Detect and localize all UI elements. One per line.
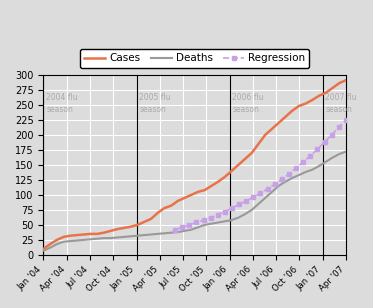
Text: 2006 flu
season: 2006 flu season <box>232 93 264 114</box>
Legend: Cases, Deaths, Regression: Cases, Deaths, Regression <box>80 49 310 68</box>
Text: 2005 flu
season: 2005 flu season <box>140 93 171 114</box>
Text: 2004 flu
season: 2004 flu season <box>46 93 78 114</box>
Text: 2007 flu
season: 2007 flu season <box>326 93 357 114</box>
